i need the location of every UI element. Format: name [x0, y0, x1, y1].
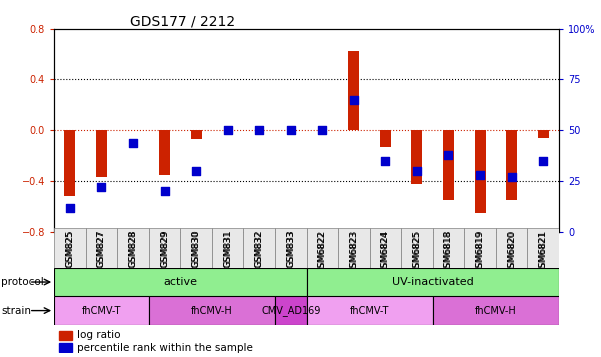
Point: [128, 140, 138, 145]
FancyBboxPatch shape: [85, 228, 117, 268]
Text: CMV_AD169: CMV_AD169: [261, 305, 320, 316]
Text: GSM6819: GSM6819: [475, 231, 484, 274]
FancyBboxPatch shape: [496, 228, 528, 268]
Point: [444, 152, 453, 157]
Text: GSM827: GSM827: [97, 231, 106, 268]
FancyBboxPatch shape: [149, 296, 275, 325]
Text: fhCMV-H: fhCMV-H: [191, 306, 233, 316]
Text: GSM6821: GSM6821: [538, 229, 548, 273]
Text: GSM827: GSM827: [97, 229, 106, 267]
Text: GSM6824: GSM6824: [381, 231, 390, 274]
Text: active: active: [163, 277, 197, 287]
Text: strain: strain: [1, 306, 31, 316]
Text: GSM829: GSM829: [160, 231, 169, 268]
Text: GSM830: GSM830: [192, 231, 201, 268]
FancyBboxPatch shape: [180, 228, 212, 268]
Bar: [506, 130, 517, 200]
Text: fhCMV-T: fhCMV-T: [350, 306, 389, 316]
FancyBboxPatch shape: [338, 228, 370, 268]
Text: GSM6820: GSM6820: [507, 231, 516, 274]
Point: [286, 127, 296, 133]
Text: GSM833: GSM833: [286, 231, 295, 268]
Text: GSM829: GSM829: [160, 229, 169, 267]
Text: GDS177 / 2212: GDS177 / 2212: [130, 14, 235, 28]
Point: [191, 168, 201, 174]
Point: [254, 127, 264, 133]
Bar: [380, 130, 391, 147]
Bar: [475, 130, 486, 213]
FancyBboxPatch shape: [433, 228, 465, 268]
Text: GSM832: GSM832: [255, 229, 264, 267]
Text: GSM825: GSM825: [66, 231, 75, 268]
Point: [160, 188, 169, 194]
Bar: [191, 130, 201, 139]
Text: GSM832: GSM832: [255, 231, 264, 268]
FancyBboxPatch shape: [307, 296, 433, 325]
Text: fhCMV-H: fhCMV-H: [475, 306, 517, 316]
Text: fhCMV-T: fhCMV-T: [82, 306, 121, 316]
Text: GSM6821: GSM6821: [538, 231, 548, 274]
Text: GSM6819: GSM6819: [475, 229, 484, 273]
Point: [538, 158, 548, 164]
Bar: [412, 130, 423, 184]
FancyBboxPatch shape: [528, 228, 559, 268]
Point: [380, 158, 390, 164]
Text: protocol: protocol: [1, 277, 44, 287]
FancyBboxPatch shape: [401, 228, 433, 268]
Text: GSM6823: GSM6823: [349, 231, 358, 274]
Bar: [538, 130, 549, 138]
Bar: [59, 343, 72, 352]
Text: GSM6818: GSM6818: [444, 229, 453, 273]
Bar: [443, 130, 454, 200]
Text: GSM6825: GSM6825: [412, 229, 421, 273]
Text: GSM6824: GSM6824: [381, 229, 390, 272]
Point: [412, 168, 422, 174]
FancyBboxPatch shape: [243, 228, 275, 268]
Text: GSM6820: GSM6820: [507, 229, 516, 273]
Text: GSM6818: GSM6818: [444, 231, 453, 274]
FancyBboxPatch shape: [465, 228, 496, 268]
FancyBboxPatch shape: [275, 296, 307, 325]
FancyBboxPatch shape: [117, 228, 149, 268]
FancyBboxPatch shape: [149, 228, 180, 268]
Bar: [159, 130, 170, 175]
FancyBboxPatch shape: [433, 296, 559, 325]
FancyBboxPatch shape: [307, 268, 559, 296]
Text: log ratio: log ratio: [77, 331, 120, 341]
Text: percentile rank within the sample: percentile rank within the sample: [77, 343, 252, 353]
Text: GSM828: GSM828: [129, 229, 138, 267]
Text: GSM6822: GSM6822: [318, 231, 327, 274]
Text: GSM825: GSM825: [66, 229, 75, 267]
Text: GSM831: GSM831: [223, 231, 232, 268]
Text: GSM830: GSM830: [192, 229, 201, 267]
Bar: [64, 130, 75, 196]
Text: UV-inactivated: UV-inactivated: [392, 277, 474, 287]
Point: [507, 174, 516, 180]
Bar: [349, 51, 359, 130]
FancyBboxPatch shape: [54, 296, 149, 325]
Text: GSM833: GSM833: [286, 229, 295, 267]
FancyBboxPatch shape: [275, 228, 307, 268]
Point: [349, 97, 359, 103]
Text: GSM831: GSM831: [223, 229, 232, 267]
FancyBboxPatch shape: [212, 228, 243, 268]
Text: GSM6823: GSM6823: [349, 229, 358, 273]
Point: [97, 185, 106, 190]
Bar: [96, 130, 107, 177]
Point: [317, 127, 327, 133]
Text: GSM6825: GSM6825: [412, 231, 421, 274]
Text: GSM828: GSM828: [129, 231, 138, 268]
Text: GSM6822: GSM6822: [318, 229, 327, 272]
Point: [475, 172, 485, 178]
FancyBboxPatch shape: [307, 228, 338, 268]
FancyBboxPatch shape: [54, 228, 85, 268]
Point: [223, 127, 233, 133]
Bar: [59, 331, 72, 340]
FancyBboxPatch shape: [370, 228, 401, 268]
Point: [65, 205, 75, 211]
FancyBboxPatch shape: [54, 268, 307, 296]
